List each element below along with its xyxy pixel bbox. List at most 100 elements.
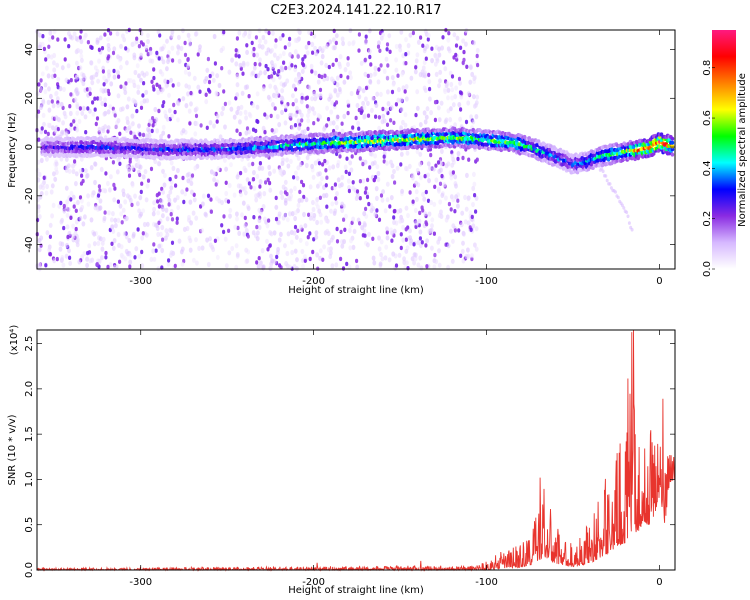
- spectrogram-noise-cell: [139, 189, 143, 195]
- spectrogram-noise-cell: [141, 208, 146, 214]
- spectrogram-noise-cell: [176, 204, 181, 211]
- spectrogram-noise-cell: [40, 41, 45, 47]
- spectrogram-noise-cell: [89, 165, 94, 171]
- spectrogram-noise-cell: [283, 190, 287, 195]
- spectrogram-noise-cell: [346, 178, 351, 184]
- spectrogram-noise-cell: [103, 97, 107, 103]
- spectrogram-noise-cell: [62, 208, 67, 214]
- spectrogram-noise-cell: [273, 43, 278, 49]
- spectrogram-noise-cell: [413, 207, 418, 213]
- snr-y-label: SNR (10 * v/v): [7, 414, 18, 485]
- spectrogram-noise-cell: [372, 71, 377, 77]
- spectrogram-noise-cell: [281, 82, 286, 88]
- spectrogram-frame: [36, 29, 676, 270]
- spectrogram-noise-cell: [474, 102, 478, 108]
- spectrogram-noise-cell: [185, 187, 189, 192]
- spectrogram-noise-cell: [92, 241, 97, 247]
- spectrogram-noise-cell: [461, 240, 465, 246]
- spectrogram-noise-cell: [95, 39, 100, 45]
- spectrogram-noise-cell: [80, 204, 85, 210]
- spectrogram-noise-cell: [86, 250, 90, 256]
- spectrogram-noise-cell: [307, 84, 312, 91]
- spectrogram-noise-cell: [263, 216, 267, 222]
- spectrogram-noise-cell: [446, 243, 451, 249]
- spectrogram-noise-cell: [241, 200, 246, 206]
- spectrogram-noise-cell: [261, 125, 266, 131]
- spectrogram-noise-cell: [42, 175, 46, 180]
- spectrogram-noise-cell: [325, 228, 330, 234]
- spectrogram-noise-cell: [188, 247, 193, 253]
- spectrogram-noise-cell: [457, 102, 462, 108]
- spectrogram-noise-cell: [318, 255, 322, 261]
- spectrogram-noise-cell: [200, 227, 205, 233]
- spectrogram-noise-cell: [300, 118, 304, 123]
- spectrogram-noise-cell: [329, 208, 333, 214]
- spectrogram-noise-cell: [311, 174, 316, 180]
- spectrogram-noise-cell: [234, 48, 238, 53]
- spectrogram-noise-cell: [357, 48, 361, 53]
- spectrogram-noise-cell: [208, 236, 213, 242]
- spectrogram-noise-cell: [343, 227, 347, 232]
- spectrogram-noise-cell: [394, 67, 399, 73]
- snr-y-tick-label: 2.5: [24, 336, 35, 352]
- spectrogram-noise-cell: [275, 250, 280, 256]
- spectrogram-noise-cell: [377, 235, 381, 241]
- spectrogram-noise-cell: [220, 199, 224, 206]
- spectrogram-noise-cell: [234, 53, 238, 58]
- spectrogram-noise-cell: [99, 166, 104, 172]
- spectrogram-noise-cell: [67, 230, 72, 237]
- spectrogram-noise-cell: [116, 157, 121, 163]
- spectrogram-noise-cell: [187, 171, 191, 177]
- spectrogram-noise-cell: [75, 74, 79, 80]
- spectrogram-noise-cell: [255, 52, 260, 58]
- spectrogram-noise-cell: [205, 237, 210, 243]
- spectrogram-noise-cell: [126, 96, 131, 102]
- spectrogram-noise-cell: [48, 251, 52, 257]
- spectrogram-trace-cell: [608, 182, 612, 186]
- spectrogram-noise-cell: [160, 247, 165, 254]
- spectrogram-y-tick-label: 20: [24, 92, 35, 105]
- spectrogram-noise-cell: [303, 54, 307, 59]
- spectrogram-noise-cell: [131, 97, 136, 103]
- spectrogram-noise-cell: [67, 44, 71, 49]
- spectrogram-noise-cell: [363, 190, 367, 195]
- spectrogram-noise-cell: [304, 162, 309, 169]
- spectrogram-noise-cell: [189, 180, 194, 186]
- spectrogram-noise-cell: [312, 91, 317, 97]
- spectrogram-noise-cell: [422, 110, 427, 116]
- spectrogram-noise-cell: [466, 196, 471, 202]
- spectrogram-noise-cell: [130, 182, 135, 188]
- spectrogram-noise-cell: [128, 78, 133, 84]
- spectrogram-noise-cell: [41, 112, 46, 118]
- spectrogram-noise-cell: [309, 63, 314, 69]
- spectrogram-noise-cell: [432, 166, 436, 172]
- spectrogram-noise-cell: [219, 47, 224, 54]
- spectrogram-noise-cell: [118, 259, 122, 264]
- spectrogram-noise-cell: [392, 215, 396, 220]
- spectrogram-noise-cell: [394, 102, 398, 107]
- snr-x-label: Height of straight line (km): [288, 585, 424, 596]
- spectrogram-noise-cell: [232, 114, 237, 120]
- spectrogram-noise-cell: [272, 168, 277, 174]
- spectrogram-noise-cell: [245, 61, 250, 67]
- spectrogram-noise-cell: [220, 111, 224, 117]
- spectrogram-noise-cell: [366, 113, 371, 118]
- spectrogram-noise-cell: [112, 74, 117, 80]
- spectrogram-noise-cell: [404, 205, 409, 211]
- spectrogram-noise-cell: [368, 72, 373, 78]
- spectrogram-noise-cell: [177, 238, 182, 244]
- spectrogram-noise-cell: [236, 183, 241, 189]
- spectrogram-noise-cell: [102, 111, 107, 117]
- spectrogram-noise-cell: [288, 52, 292, 58]
- spectrogram-noise-cell: [144, 197, 149, 203]
- spectrogram-noise-cell: [76, 237, 80, 243]
- spectrogram-noise-cell: [395, 165, 400, 171]
- spectrogram-noise-cell: [171, 165, 176, 171]
- spectrogram-noise-cell: [466, 247, 470, 253]
- spectrogram-noise-cell: [470, 71, 475, 77]
- spectrogram-noise-cell: [120, 220, 124, 225]
- spectrogram-noise-cell: [301, 62, 306, 68]
- colorbar-tick-label: 0.0: [702, 261, 713, 277]
- spectrogram-noise-cell: [44, 263, 48, 268]
- spectrogram-noise-cell: [408, 240, 413, 246]
